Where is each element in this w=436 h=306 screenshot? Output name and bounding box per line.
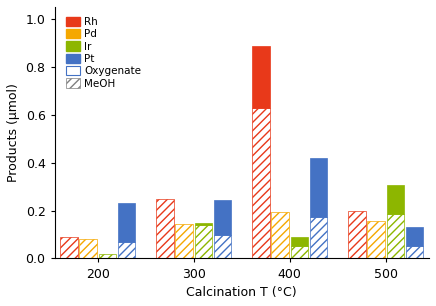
Bar bbox=[368, 221, 385, 259]
Bar bbox=[310, 217, 327, 259]
Bar bbox=[214, 234, 232, 259]
Bar bbox=[118, 242, 135, 259]
Bar bbox=[291, 237, 308, 247]
Bar bbox=[79, 239, 97, 259]
Bar bbox=[406, 227, 423, 247]
Bar bbox=[406, 247, 423, 259]
Bar bbox=[310, 158, 327, 217]
Bar bbox=[60, 237, 78, 259]
Bar bbox=[252, 107, 270, 259]
Y-axis label: Products (μmol): Products (μmol) bbox=[7, 83, 20, 182]
Legend: Rh, Pd, Ir, Pt, Oxygenate, MeOH: Rh, Pd, Ir, Pt, Oxygenate, MeOH bbox=[64, 15, 143, 91]
Bar bbox=[214, 200, 232, 234]
Bar bbox=[118, 203, 135, 242]
Bar bbox=[291, 247, 308, 259]
Bar bbox=[252, 47, 270, 107]
Bar bbox=[99, 254, 116, 259]
Bar bbox=[387, 185, 404, 214]
Bar bbox=[194, 222, 212, 225]
Bar bbox=[175, 224, 193, 259]
Bar bbox=[348, 211, 366, 259]
Bar bbox=[387, 214, 404, 259]
Bar bbox=[194, 225, 212, 259]
Bar bbox=[156, 199, 174, 259]
Bar bbox=[271, 212, 289, 259]
X-axis label: Calcination T (°C): Calcination T (°C) bbox=[187, 286, 297, 299]
